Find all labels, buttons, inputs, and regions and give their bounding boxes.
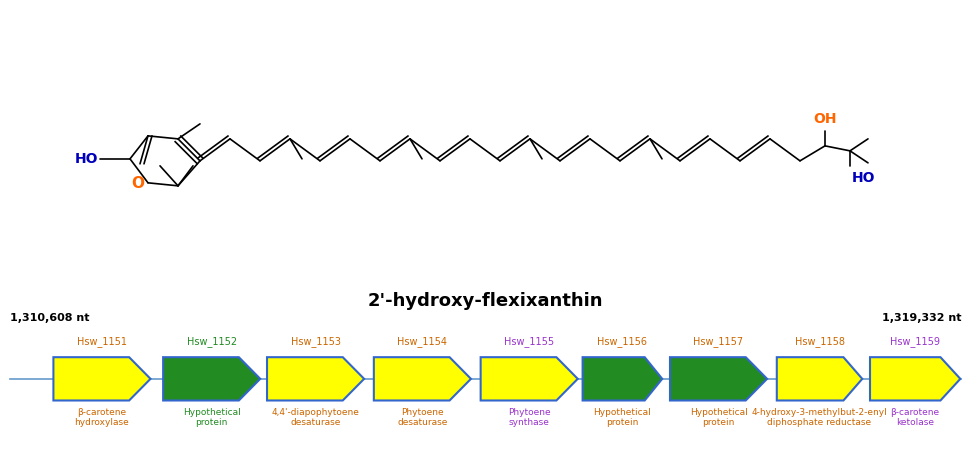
Polygon shape [163, 357, 260, 400]
Text: Hsw_1155: Hsw_1155 [504, 336, 554, 347]
Text: Phytoene
desaturase: Phytoene desaturase [397, 408, 448, 427]
Text: 2'-hydroxy-flexixanthin: 2'-hydroxy-flexixanthin [367, 292, 603, 310]
Polygon shape [670, 357, 767, 400]
Text: Hsw_1154: Hsw_1154 [397, 336, 448, 347]
Text: 1,319,332 nt: 1,319,332 nt [882, 313, 961, 323]
Text: 4-hydroxy-3-methylbut-2-enyl
diphosphate reductase: 4-hydroxy-3-methylbut-2-enyl diphosphate… [752, 408, 887, 427]
Text: O: O [131, 176, 145, 191]
Text: Hsw_1151: Hsw_1151 [77, 336, 127, 347]
Polygon shape [53, 357, 151, 400]
Text: Hsw_1156: Hsw_1156 [597, 336, 648, 347]
Polygon shape [583, 357, 662, 400]
Text: β-carotene
hydroxylase: β-carotene hydroxylase [75, 408, 129, 427]
Text: Hsw_1153: Hsw_1153 [290, 336, 341, 347]
Polygon shape [777, 357, 862, 400]
Text: β-carotene
ketolase: β-carotene ketolase [890, 408, 940, 427]
Text: 4,4'-diapophytoene
desaturase: 4,4'-diapophytoene desaturase [272, 408, 359, 427]
Text: Hsw_1159: Hsw_1159 [890, 336, 940, 347]
Polygon shape [481, 357, 578, 400]
Text: Phytoene
synthase: Phytoene synthase [508, 408, 551, 427]
Text: Hypothetical
protein: Hypothetical protein [593, 408, 652, 427]
Text: Hypothetical
protein: Hypothetical protein [183, 408, 241, 427]
Text: 1,310,608 nt: 1,310,608 nt [10, 313, 89, 323]
Text: Hsw_1152: Hsw_1152 [186, 336, 237, 347]
Text: Hsw_1157: Hsw_1157 [693, 336, 744, 347]
Polygon shape [267, 357, 364, 400]
Polygon shape [870, 357, 960, 400]
Text: HO: HO [852, 171, 876, 185]
Text: HO: HO [75, 152, 98, 166]
Polygon shape [374, 357, 471, 400]
Text: Hypothetical
protein: Hypothetical protein [689, 408, 748, 427]
Text: OH: OH [814, 112, 837, 126]
Text: Hsw_1158: Hsw_1158 [794, 336, 845, 347]
